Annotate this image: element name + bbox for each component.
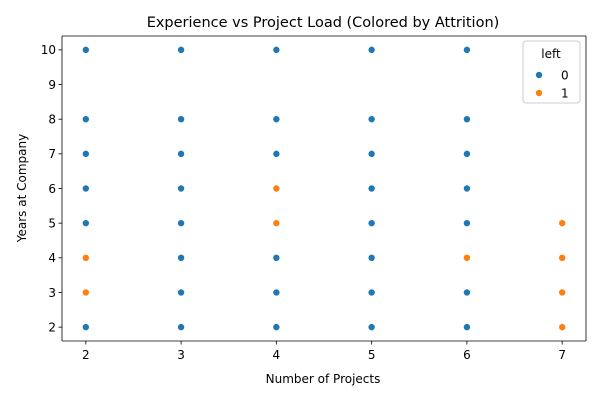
data-point: [81, 323, 90, 332]
legend: left 0 1: [522, 40, 581, 104]
data-point: [177, 184, 186, 193]
data-point: [177, 149, 186, 158]
y-tick-label: 3: [48, 286, 56, 300]
data-point: [367, 115, 376, 124]
x-tick-label: 3: [177, 348, 185, 362]
legend-marker-0: [535, 71, 544, 80]
data-point: [272, 219, 281, 228]
series-left-0: [81, 45, 471, 332]
data-point: [462, 149, 471, 158]
data-point: [367, 253, 376, 262]
y-tick-label: 6: [48, 182, 56, 196]
data-point: [462, 253, 471, 262]
data-point: [81, 149, 90, 158]
data-point: [367, 149, 376, 158]
data-point: [177, 288, 186, 297]
data-point: [177, 45, 186, 54]
data-point: [177, 115, 186, 124]
data-point: [272, 323, 281, 332]
y-tick-label: 5: [48, 216, 56, 230]
axis-frame: [61, 35, 587, 342]
x-tick-label: 4: [273, 348, 281, 362]
data-point: [81, 115, 90, 124]
data-point: [272, 149, 281, 158]
data-point: [462, 184, 471, 193]
data-point: [81, 45, 90, 54]
legend-marker-1: [535, 89, 544, 98]
x-tick-label: 5: [368, 348, 376, 362]
data-point: [558, 253, 567, 262]
data-point: [81, 288, 90, 297]
data-point: [462, 323, 471, 332]
data-point: [367, 184, 376, 193]
y-tick-label: 10: [41, 43, 56, 57]
data-point: [367, 219, 376, 228]
data-point: [177, 323, 186, 332]
x-tick-label: 6: [463, 348, 471, 362]
data-point: [462, 219, 471, 228]
data-point: [272, 253, 281, 262]
data-point: [177, 253, 186, 262]
data-point: [272, 45, 281, 54]
data-point: [272, 288, 281, 297]
legend-box: [522, 40, 581, 104]
y-axis-label: Years at Company: [15, 134, 29, 243]
data-point: [367, 45, 376, 54]
series-left-1: [81, 184, 567, 332]
x-tick-label: 7: [558, 348, 566, 362]
data-point: [272, 115, 281, 124]
y-tick-label: 7: [48, 147, 56, 161]
data-point: [81, 253, 90, 262]
data-point: [81, 219, 90, 228]
data-point: [272, 184, 281, 193]
y-tick-label: 8: [48, 112, 56, 126]
data-point: [367, 288, 376, 297]
data-points: [81, 45, 567, 332]
data-point: [462, 288, 471, 297]
data-point: [558, 288, 567, 297]
data-point: [558, 219, 567, 228]
data-point: [462, 115, 471, 124]
legend-label-1: 1: [561, 87, 569, 101]
data-point: [81, 184, 90, 193]
legend-label-0: 0: [561, 69, 569, 83]
data-point: [558, 323, 567, 332]
x-tick-label: 2: [82, 348, 90, 362]
data-point: [462, 45, 471, 54]
y-tick-label: 2: [48, 320, 56, 334]
data-point: [177, 219, 186, 228]
chart-title: Experience vs Project Load (Colored by A…: [147, 15, 500, 31]
legend-title: left: [541, 47, 561, 61]
data-point: [367, 323, 376, 332]
plot-area: [62, 36, 586, 341]
y-tick-label: 9: [48, 78, 56, 92]
x-axis-label: Number of Projects: [266, 372, 381, 386]
y-tick-label: 4: [48, 251, 56, 265]
